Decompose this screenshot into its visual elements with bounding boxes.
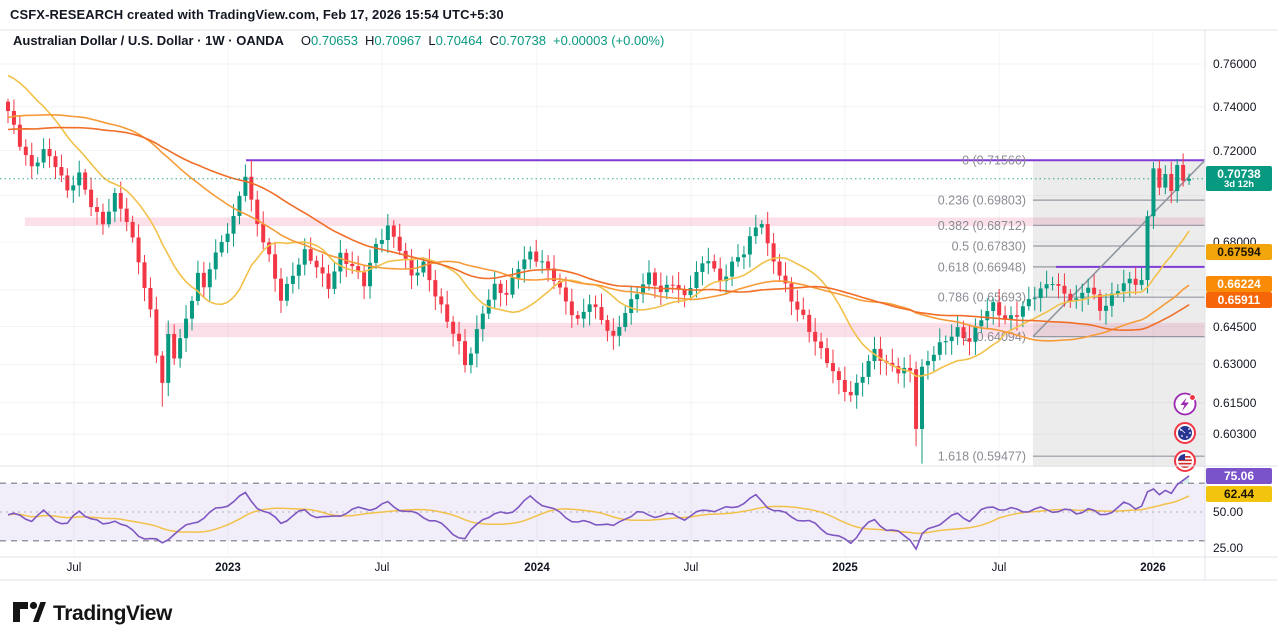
- candles[interactable]: [6, 98, 1192, 464]
- rsi-value-badge: 62.44: [1206, 486, 1272, 503]
- event-icons[interactable]: [1173, 392, 1197, 472]
- price-axis-label: 0.76000: [1213, 57, 1257, 71]
- economic-event-icon[interactable]: [1173, 392, 1197, 416]
- bar-countdown: 3d 12h: [1223, 178, 1255, 190]
- ohlc-value: 0.70738: [499, 33, 547, 48]
- fib-level-label: 0 (0.71566): [962, 154, 1026, 168]
- attribution-text: CSFX-RESEARCH created with TradingView.c…: [10, 7, 504, 22]
- price-axis-label: 0.64500: [1213, 319, 1257, 334]
- fib-level-label: 0.382 (0.68712): [938, 219, 1026, 233]
- rsi-line: [7, 475, 1190, 551]
- ohlc-label: O: [300, 33, 311, 48]
- ohlc-value: 0.70653: [311, 33, 358, 48]
- fib-level-label: 1.618 (0.59477): [938, 450, 1026, 464]
- projection-box[interactable]: [1033, 160, 1205, 467]
- rsi-value-badge: 75.06: [1206, 467, 1272, 484]
- time-axis-label[interactable]: 2025: [832, 562, 858, 574]
- time-axis-label[interactable]: Jul: [374, 562, 390, 574]
- fib-level-label: 0.5 (0.67830): [952, 240, 1026, 254]
- time-axis-label[interactable]: 2024: [524, 562, 550, 574]
- time-axis-label[interactable]: Jul: [683, 562, 699, 574]
- ma-price-badge: 0.66224: [1206, 276, 1272, 292]
- rsi-pane[interactable]: [0, 475, 1205, 551]
- ma-fast-line: [7, 74, 1190, 378]
- rsi-ma-line: [7, 495, 1190, 535]
- grid-lines: [0, 30, 1205, 557]
- ohlc-value: 0.70967: [374, 33, 422, 48]
- attribution-bar: CSFX-RESEARCH created with TradingView.c…: [0, 0, 1278, 28]
- change-value: +0.00003 (+0.00%): [553, 33, 665, 48]
- price-axis-label: 0.74000: [1213, 99, 1257, 114]
- rsi-axis-label: 25.00: [1213, 541, 1244, 555]
- footer-brand: TradingView: [12, 599, 172, 629]
- price-axis[interactable]: 0.76000 0.74000 0.72000 0.68000 0.64500 0.630…: [1205, 0, 1278, 580]
- us-flag-icon[interactable]: [1174, 450, 1196, 472]
- ma-price-badge: 0.65911: [1206, 292, 1272, 308]
- australia-flag-icon[interactable]: [1174, 422, 1196, 444]
- fib-level-label: 0.786 (0.65693): [938, 291, 1026, 305]
- fib-level-label: 0.618 (0.66948): [938, 260, 1026, 274]
- price-axis-label: 0.60300: [1213, 427, 1257, 442]
- rsi-axis-label: 50.00: [1213, 505, 1244, 519]
- ohlc-values: O0.70653 H0.70967 L0.70464 C0.70738: [294, 33, 546, 48]
- fib-retracement[interactable]: 0 (0.71566) 0.236 (0.69803) 0.382 (0.68712…: [246, 154, 1205, 464]
- time-axis-label[interactable]: 2023: [215, 562, 241, 574]
- price-axis-label: 0.63000: [1213, 357, 1257, 372]
- ma-slow-line: [7, 126, 1190, 332]
- ohlc-label: H: [365, 33, 375, 48]
- fib-level-label: 1 (0.64094): [962, 330, 1026, 344]
- symbol-title[interactable]: Australian Dollar / U.S. Dollar · 1W · O…: [13, 33, 284, 48]
- supply-demand-zones: [25, 217, 1205, 338]
- time-axis-label[interactable]: Jul: [66, 562, 82, 574]
- ohlc-label: C: [489, 33, 500, 48]
- tradingview-logo-icon[interactable]: [12, 601, 46, 627]
- symbol-legend[interactable]: Australian Dollar / U.S. Dollar · 1W · O…: [13, 33, 664, 49]
- price-axis-label: 0.72000: [1213, 143, 1257, 158]
- moving-average-lines: [7, 74, 1190, 378]
- ohlc-label: L: [428, 33, 436, 48]
- current-price-badge: 0.70738 3d 12h: [1206, 165, 1272, 191]
- ma-price-badge: 0.67594: [1206, 243, 1272, 260]
- fib-level-label: 0.236 (0.69803): [938, 194, 1026, 208]
- time-axis-label[interactable]: Jul: [991, 562, 1007, 574]
- ohlc-value: 0.70464: [435, 33, 483, 48]
- ma-mid-line: [7, 113, 1190, 342]
- time-axis-label[interactable]: 2026: [1140, 562, 1166, 574]
- pane-frame: [0, 29, 1278, 581]
- price-axis-label: 0.61500: [1213, 395, 1257, 410]
- tradingview-brand-text[interactable]: TradingView: [53, 602, 172, 625]
